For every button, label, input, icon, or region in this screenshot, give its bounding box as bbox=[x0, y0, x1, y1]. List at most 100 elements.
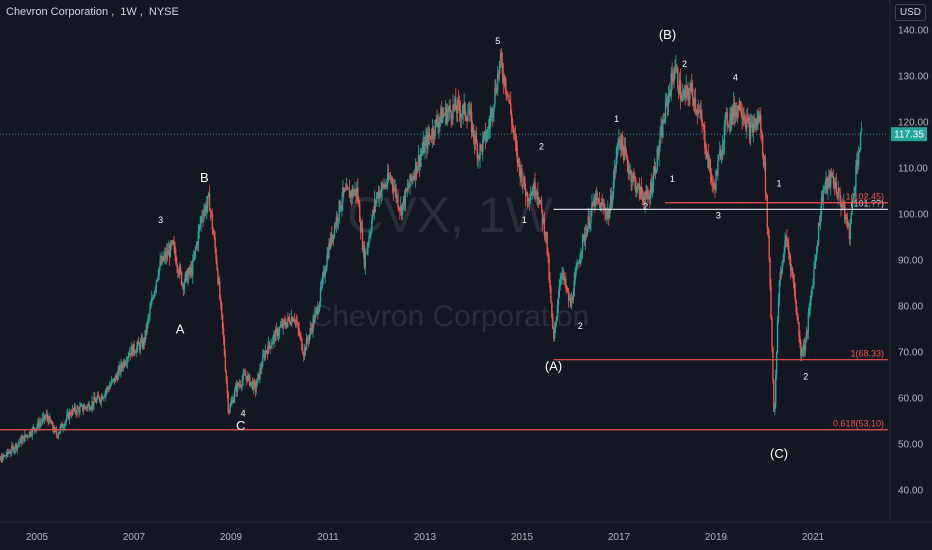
candle-body bbox=[499, 53, 502, 62]
candle-body bbox=[495, 87, 497, 93]
candle-body bbox=[213, 234, 215, 238]
candle-body bbox=[636, 184, 639, 191]
candle-body bbox=[358, 200, 360, 204]
candle-body bbox=[26, 435, 29, 437]
candle-body bbox=[788, 253, 791, 260]
candle-body bbox=[399, 208, 401, 211]
candle-body bbox=[182, 284, 185, 289]
candle-body bbox=[826, 178, 828, 190]
candle-body bbox=[608, 210, 611, 219]
candle-body bbox=[624, 146, 627, 154]
candle-body bbox=[801, 353, 803, 357]
candle-body bbox=[167, 249, 170, 256]
candle-body bbox=[623, 146, 626, 160]
candle-body bbox=[316, 307, 318, 310]
candle-body bbox=[470, 109, 472, 113]
candle-body bbox=[645, 190, 647, 198]
candle-body bbox=[486, 129, 489, 137]
candle-body bbox=[424, 141, 426, 153]
candle-body bbox=[696, 110, 699, 114]
candle-body bbox=[511, 113, 513, 125]
candle-body bbox=[134, 352, 136, 353]
candle-body bbox=[480, 145, 482, 146]
candle-body bbox=[285, 325, 287, 328]
candle-body bbox=[579, 257, 581, 264]
candle-body bbox=[741, 113, 743, 119]
candle-body bbox=[163, 256, 165, 261]
candle-body bbox=[288, 316, 290, 320]
candle-body bbox=[183, 282, 186, 289]
candle-body bbox=[256, 378, 258, 386]
candle-body bbox=[259, 368, 261, 379]
interval[interactable]: 1W bbox=[120, 6, 137, 18]
candle-body bbox=[461, 113, 464, 115]
candle-body bbox=[844, 217, 847, 220]
candle-body bbox=[765, 193, 768, 196]
candle-body bbox=[837, 188, 839, 198]
candle-body bbox=[165, 253, 167, 259]
candle-body bbox=[462, 105, 464, 114]
candle-body bbox=[577, 263, 579, 265]
candle-body bbox=[199, 223, 201, 226]
last-price-label: 117.35 bbox=[894, 130, 924, 141]
candle-body bbox=[201, 216, 203, 218]
candle-body bbox=[438, 121, 440, 128]
candle-body bbox=[820, 197, 823, 215]
candle-body bbox=[651, 185, 654, 192]
candle-body bbox=[100, 396, 103, 402]
candle-body bbox=[535, 194, 537, 196]
candle-body bbox=[718, 155, 720, 161]
candle-body bbox=[0, 457, 3, 462]
candle-body bbox=[385, 184, 387, 186]
candle-body bbox=[800, 341, 802, 357]
candle-body bbox=[605, 212, 607, 217]
candle-body bbox=[513, 132, 516, 135]
candle-body bbox=[660, 127, 662, 135]
candle-body bbox=[508, 94, 510, 101]
candle-body bbox=[40, 422, 42, 424]
candle-body bbox=[598, 201, 601, 203]
currency-button[interactable]: USD bbox=[894, 4, 926, 21]
candle-body bbox=[269, 345, 271, 349]
candle-body bbox=[398, 206, 400, 209]
candle-body bbox=[526, 192, 529, 202]
x-tick-label: 2013 bbox=[414, 532, 437, 543]
candle-body bbox=[152, 297, 155, 299]
candle-body bbox=[798, 322, 800, 337]
candle-body bbox=[24, 434, 26, 442]
candle-body bbox=[790, 268, 793, 271]
candle-body bbox=[220, 302, 223, 315]
candle-body bbox=[794, 289, 796, 302]
candle-body bbox=[641, 193, 644, 196]
candle-body bbox=[267, 342, 270, 354]
watermark-name: Chevron Corporation bbox=[311, 300, 589, 333]
candle-body bbox=[739, 101, 741, 111]
candle-body bbox=[688, 95, 690, 100]
candle-body bbox=[703, 125, 705, 131]
y-tick-label: 140.00 bbox=[898, 26, 929, 37]
candle-body bbox=[23, 436, 25, 442]
candle-body bbox=[564, 278, 566, 281]
candle-body bbox=[133, 343, 135, 353]
candle-body bbox=[206, 195, 209, 206]
candle-body bbox=[678, 80, 681, 95]
candle-body bbox=[426, 136, 428, 149]
candle-body bbox=[122, 366, 124, 368]
candle-body bbox=[421, 151, 423, 154]
candle-body bbox=[179, 266, 181, 275]
candle-body bbox=[691, 83, 693, 88]
candle-body bbox=[157, 274, 159, 279]
candle-body bbox=[344, 189, 346, 192]
candle-body bbox=[446, 112, 449, 123]
candle-body bbox=[261, 366, 263, 370]
candle-body bbox=[808, 309, 810, 314]
candle-body bbox=[607, 209, 609, 213]
candle-body bbox=[282, 320, 284, 328]
x-tick-label: 2007 bbox=[123, 532, 146, 543]
candle-body bbox=[334, 225, 337, 227]
candle-body bbox=[779, 272, 782, 281]
candle-body bbox=[29, 431, 32, 436]
candle-body bbox=[629, 170, 631, 172]
candle-body bbox=[528, 200, 531, 202]
